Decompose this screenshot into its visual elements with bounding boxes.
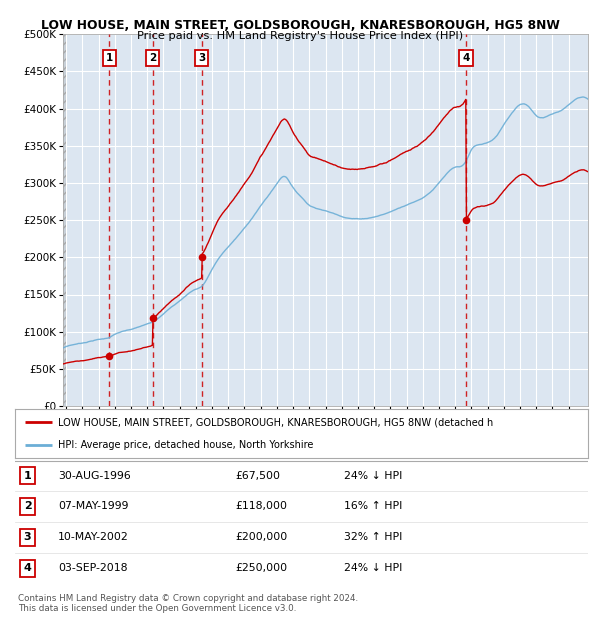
Text: 24% ↓ HPI: 24% ↓ HPI bbox=[344, 471, 403, 480]
Text: 24% ↓ HPI: 24% ↓ HPI bbox=[344, 563, 403, 574]
Text: 3: 3 bbox=[24, 533, 31, 542]
Text: 3: 3 bbox=[198, 53, 205, 63]
Text: 32% ↑ HPI: 32% ↑ HPI bbox=[344, 533, 403, 542]
Text: 1: 1 bbox=[106, 53, 113, 63]
Text: HPI: Average price, detached house, North Yorkshire: HPI: Average price, detached house, Nort… bbox=[58, 440, 313, 450]
Text: 2: 2 bbox=[149, 53, 157, 63]
Text: £67,500: £67,500 bbox=[236, 471, 281, 480]
Text: Price paid vs. HM Land Registry's House Price Index (HPI): Price paid vs. HM Land Registry's House … bbox=[137, 31, 463, 41]
Text: 16% ↑ HPI: 16% ↑ HPI bbox=[344, 502, 403, 512]
Text: LOW HOUSE, MAIN STREET, GOLDSBOROUGH, KNARESBOROUGH, HG5 8NW (detached h: LOW HOUSE, MAIN STREET, GOLDSBOROUGH, KN… bbox=[58, 417, 493, 427]
Text: LOW HOUSE, MAIN STREET, GOLDSBOROUGH, KNARESBOROUGH, HG5 8NW: LOW HOUSE, MAIN STREET, GOLDSBOROUGH, KN… bbox=[41, 19, 559, 32]
Text: £250,000: £250,000 bbox=[236, 563, 288, 574]
Text: 4: 4 bbox=[23, 563, 32, 574]
Text: 07-MAY-1999: 07-MAY-1999 bbox=[58, 502, 128, 512]
Text: 03-SEP-2018: 03-SEP-2018 bbox=[58, 563, 127, 574]
Text: 4: 4 bbox=[462, 53, 470, 63]
Text: Contains HM Land Registry data © Crown copyright and database right 2024.
This d: Contains HM Land Registry data © Crown c… bbox=[18, 594, 358, 613]
Text: £200,000: £200,000 bbox=[236, 533, 288, 542]
Text: 1: 1 bbox=[24, 471, 31, 480]
Text: 2: 2 bbox=[24, 502, 31, 512]
Bar bbox=[63, 34, 66, 406]
Text: 10-MAY-2002: 10-MAY-2002 bbox=[58, 533, 129, 542]
Text: 30-AUG-1996: 30-AUG-1996 bbox=[58, 471, 131, 480]
Text: £118,000: £118,000 bbox=[236, 502, 287, 512]
Bar bbox=[63, 34, 66, 406]
